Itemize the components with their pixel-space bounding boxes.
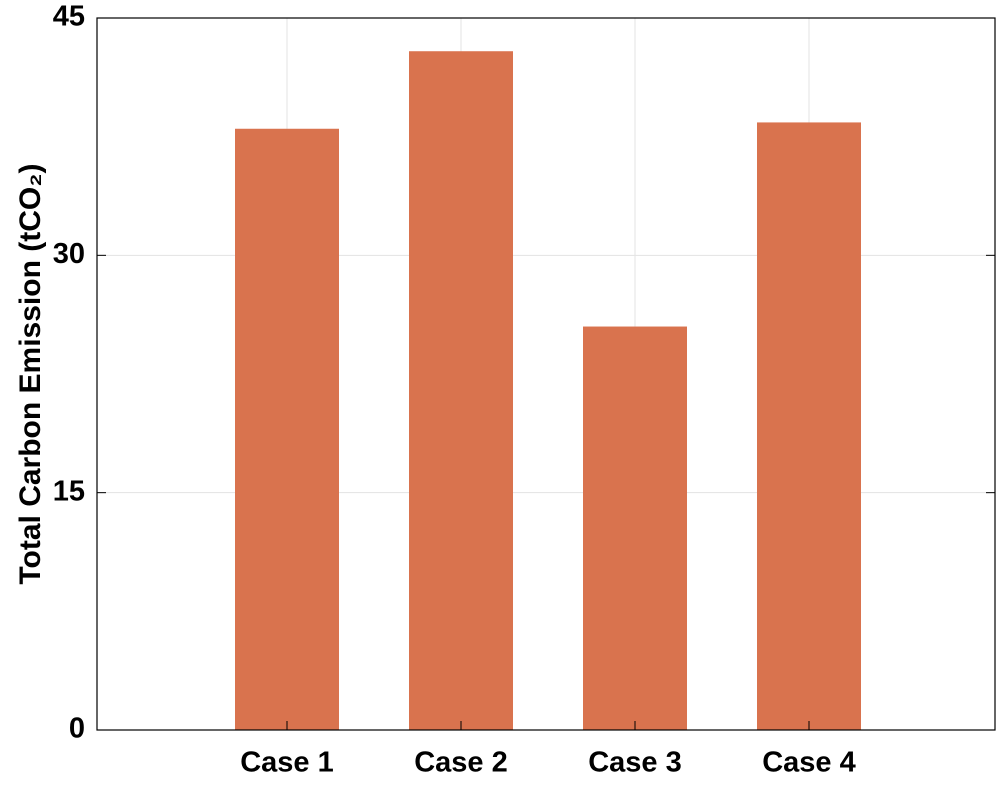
x-tick-label: Case 1 [240, 747, 334, 779]
x-tick-label: Case 3 [588, 747, 682, 779]
axes-box [96, 17, 996, 731]
x-tick-label: Case 4 [762, 747, 856, 779]
bar [235, 128, 339, 730]
y-tick-label: 45 [53, 1, 85, 33]
y-tick-label: 15 [53, 475, 85, 507]
y-tick-label: 30 [53, 238, 85, 270]
bar [583, 326, 687, 730]
x-tick-label: Case 2 [414, 747, 508, 779]
bar [409, 51, 513, 730]
y-tick-label: 0 [69, 713, 85, 745]
y-axis-label: Total Carbon Emission (tCO₂) [14, 163, 47, 584]
bar [757, 122, 861, 731]
